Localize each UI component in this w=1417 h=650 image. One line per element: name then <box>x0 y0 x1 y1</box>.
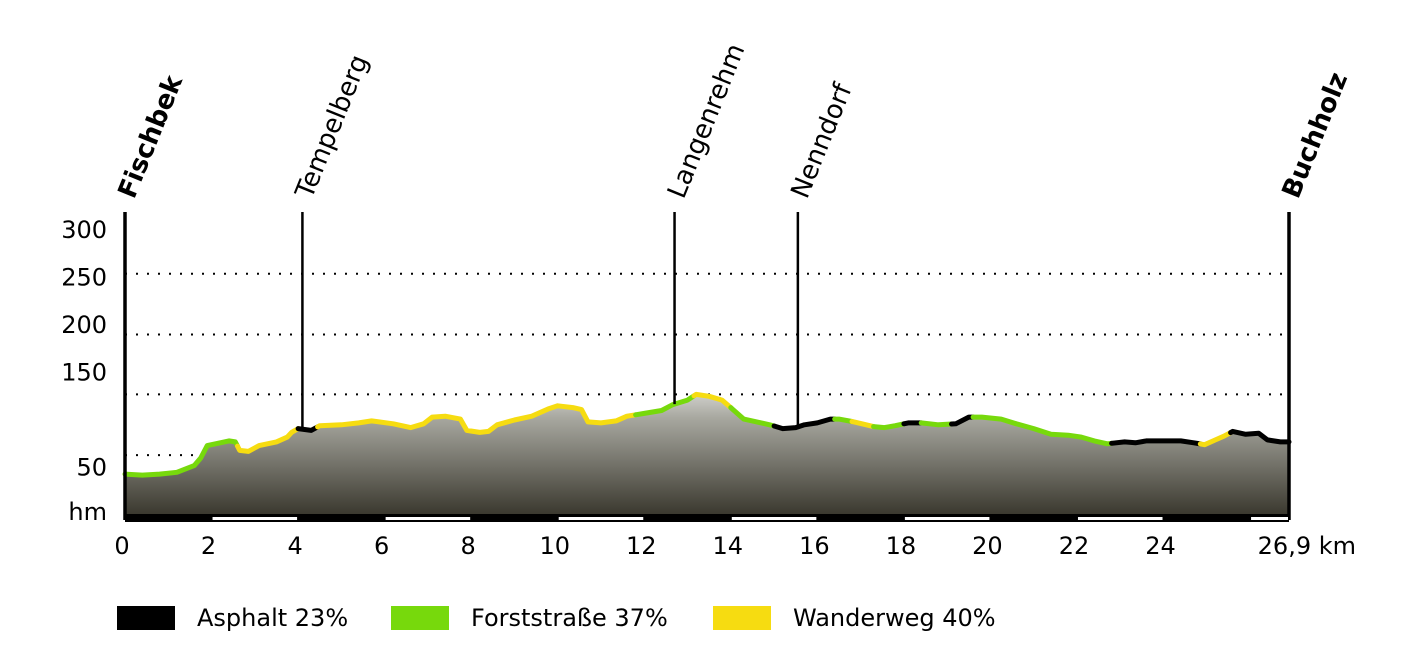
legend-swatch <box>117 606 175 630</box>
x-axis-band <box>125 514 1289 522</box>
surface-segment-asphalt <box>1228 428 1292 445</box>
x-tick-labels: 0 2 4 6 8 10 12 14 16 18 20 22 24 26,9 km <box>114 532 1356 560</box>
x-tick-label: 22 <box>1059 532 1090 560</box>
x-tick-label: 26,9 km <box>1258 532 1356 560</box>
x-tick-label: 18 <box>886 532 917 560</box>
x-tick-label: 12 <box>626 532 657 560</box>
x-tick-label: 14 <box>713 532 744 560</box>
x-tick-label: 6 <box>374 532 389 560</box>
legend-label: Asphalt 23% <box>197 604 348 632</box>
legend: Asphalt 23% Forststraße 37% Wanderweg 40% <box>117 604 996 632</box>
place-markers: Fischbek Tempelberg Langenrehm Nenndorf Buch… <box>113 40 1355 430</box>
y-unit-label: hm <box>68 498 107 526</box>
place-label: Nenndorf <box>786 79 859 203</box>
x-tick-label: 2 <box>201 532 216 560</box>
y-tick-label: 50 <box>76 454 107 482</box>
y-tick-label: 150 <box>61 359 107 387</box>
surface-segment-wander <box>849 419 877 430</box>
x-tick-label: 0 <box>114 532 129 560</box>
y-tick-labels: 50 150 200 250 300 hm <box>61 216 107 526</box>
y-tick-label: 250 <box>61 264 107 292</box>
place-label: Tempelberg <box>290 51 375 204</box>
surface-segment-wander <box>235 426 301 454</box>
surface-segment-forst <box>122 438 240 478</box>
place-label: Fischbek <box>113 71 190 203</box>
surface-segments <box>122 391 1292 478</box>
place-label: Langenrehm <box>662 40 751 203</box>
x-tick-label: 4 <box>287 532 302 560</box>
surface-segment-forst <box>871 421 907 431</box>
x-axis-band-segment <box>212 517 298 520</box>
surface-segment-asphalt <box>295 424 321 433</box>
surface-segment-forst <box>970 414 1115 447</box>
elevation-fill <box>125 394 1289 515</box>
surface-segment-wander <box>1197 430 1234 448</box>
x-tick-label: 8 <box>461 532 476 560</box>
legend-label: Wanderweg 40% <box>793 604 996 632</box>
surface-segment-asphalt <box>901 420 924 427</box>
surface-segment-asphalt <box>1109 438 1203 447</box>
surface-segment-asphalt <box>771 416 838 432</box>
surface-segment-forst <box>832 416 855 424</box>
x-axis-band-segment <box>904 517 990 520</box>
x-tick-label: 20 <box>972 532 1003 560</box>
y-tick-label: 300 <box>61 216 107 244</box>
legend-swatch <box>391 606 449 630</box>
surface-segment-forst <box>633 393 697 418</box>
surface-segment-wander <box>315 403 639 435</box>
surface-segment-wander <box>691 391 734 411</box>
legend-swatch <box>713 606 771 630</box>
surface-segment-forst <box>918 420 954 428</box>
legend-label: Forststraße 37% <box>471 604 668 632</box>
x-axis-band-segment <box>731 517 817 520</box>
x-axis-band-segment <box>558 517 644 520</box>
x-axis-band-segment <box>1077 517 1163 520</box>
surface-segment-forst <box>728 405 777 429</box>
x-axis-band-segment <box>385 517 471 520</box>
elevation-area <box>125 394 1289 515</box>
x-tick-label: 24 <box>1145 532 1176 560</box>
y-tick-label: 200 <box>61 311 107 339</box>
x-tick-label: 16 <box>799 532 830 560</box>
place-label: Buchholz <box>1277 68 1355 202</box>
axes <box>123 212 1291 522</box>
x-axis-band-segment <box>1251 517 1288 520</box>
x-tick-label: 10 <box>539 532 570 560</box>
